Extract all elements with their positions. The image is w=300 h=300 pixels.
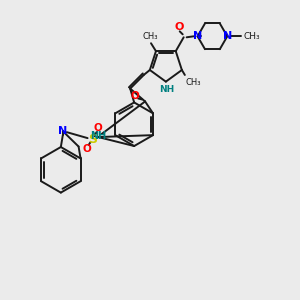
Text: CH₃: CH₃	[186, 78, 201, 87]
Text: O: O	[93, 123, 102, 133]
Text: N: N	[223, 31, 232, 41]
Text: N: N	[193, 31, 202, 41]
Text: O: O	[131, 91, 140, 100]
Text: CH₃: CH₃	[142, 32, 158, 41]
Text: CH₃: CH₃	[243, 32, 260, 41]
Text: N: N	[58, 126, 68, 136]
Text: O: O	[82, 144, 91, 154]
Text: O: O	[174, 22, 183, 32]
Text: NH: NH	[90, 131, 106, 141]
Text: S: S	[88, 133, 97, 146]
Text: NH: NH	[159, 85, 175, 94]
